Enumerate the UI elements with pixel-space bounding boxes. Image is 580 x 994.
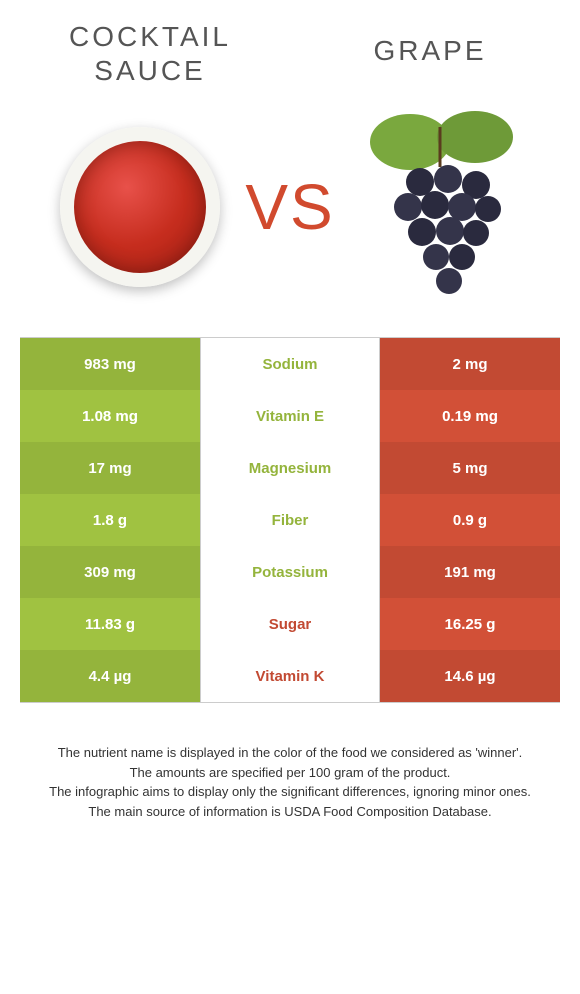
right-value: 2 mg (380, 338, 560, 390)
footer-line: The amounts are specified per 100 gram o… (30, 763, 550, 783)
footer-notes: The nutrient name is displayed in the co… (20, 743, 560, 821)
nutrient-table: 983 mgSodium2 mg1.08 mgVitamin E0.19 mg1… (20, 337, 560, 703)
table-row: 983 mgSodium2 mg (20, 338, 560, 390)
table-row: 309 mgPotassium191 mg (20, 546, 560, 598)
nutrient-name: Sodium (200, 338, 380, 390)
right-value: 5 mg (380, 442, 560, 494)
footer-line: The main source of information is USDA F… (30, 802, 550, 822)
images-row: VS (20, 107, 560, 307)
left-value: 1.8 g (20, 494, 200, 546)
nutrient-name: Magnesium (200, 442, 380, 494)
table-row: 4.4 µgVitamin K14.6 µg (20, 650, 560, 702)
left-value: 11.83 g (20, 598, 200, 650)
right-value: 14.6 µg (380, 650, 560, 702)
nutrient-name: Sugar (200, 598, 380, 650)
nutrient-name: Vitamin K (200, 650, 380, 702)
right-value: 191 mg (380, 546, 560, 598)
nutrient-name: Fiber (200, 494, 380, 546)
left-value: 1.08 mg (20, 390, 200, 442)
nutrient-name: Vitamin E (200, 390, 380, 442)
left-value: 983 mg (20, 338, 200, 390)
left-food-title: COCKTAIL SAUCE (50, 20, 250, 87)
left-food-image (40, 107, 240, 307)
sauce-bowl-icon (60, 127, 220, 287)
right-food-image (340, 107, 540, 307)
left-value: 17 mg (20, 442, 200, 494)
footer-line: The nutrient name is displayed in the co… (30, 743, 550, 763)
header: COCKTAIL SAUCE GRAPE (20, 20, 560, 87)
footer-line: The infographic aims to display only the… (30, 782, 550, 802)
right-value: 0.19 mg (380, 390, 560, 442)
table-row: 1.8 gFiber0.9 g (20, 494, 560, 546)
table-row: 1.08 mgVitamin E0.19 mg (20, 390, 560, 442)
table-row: 17 mgMagnesium5 mg (20, 442, 560, 494)
right-food-title: GRAPE (330, 20, 530, 68)
right-value: 16.25 g (380, 598, 560, 650)
left-value: 4.4 µg (20, 650, 200, 702)
grape-icon (350, 107, 530, 307)
left-value: 309 mg (20, 546, 200, 598)
nutrient-name: Potassium (200, 546, 380, 598)
vs-label: VS (245, 170, 334, 244)
table-row: 11.83 gSugar16.25 g (20, 598, 560, 650)
right-value: 0.9 g (380, 494, 560, 546)
